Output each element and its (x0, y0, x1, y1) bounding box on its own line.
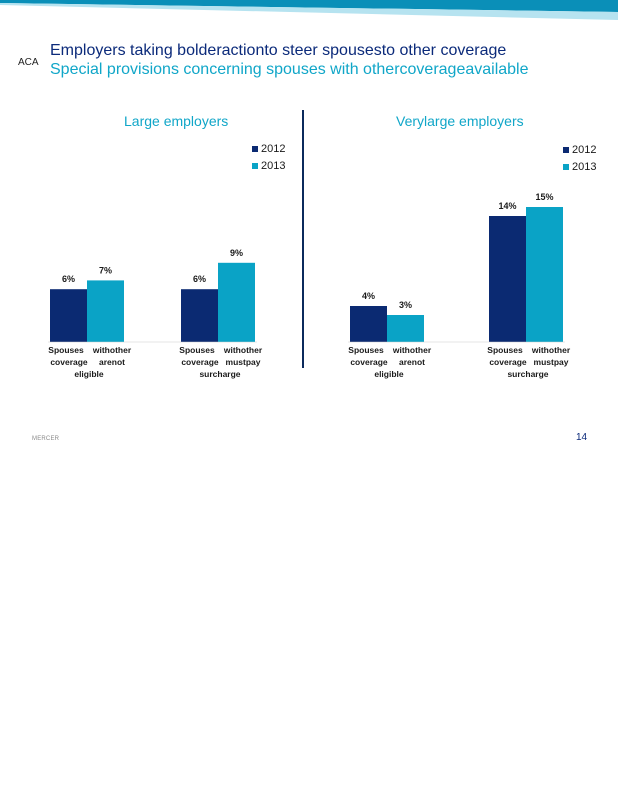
category-label-group-2-part-3: coverage (489, 357, 527, 367)
slide-subtitle: Special provisions concerning spouses wi… (50, 61, 529, 78)
data-label-2012-group-2: 14% (498, 201, 516, 211)
category-label-group-1-part-3: coverage (350, 357, 388, 367)
category-label-group-2-part-4: mustpay (534, 357, 569, 367)
data-label-2013-group-2: 9% (230, 248, 243, 258)
slide-title: Employers taking bolderactionto steer sp… (50, 42, 507, 59)
category-label-group-2-part-2: withother (531, 345, 571, 355)
slide-tag: ACA (18, 57, 39, 68)
legend-label-2012: 2012 (261, 142, 286, 155)
category-label-group-2-part-4: mustpay (226, 357, 261, 367)
charts-canvas: 6% 7% Spouses withother coverage arenot eligib… (48, 192, 571, 379)
category-label-group-2-part-2: withother (223, 345, 263, 355)
legend-label-2012: 2012 (572, 143, 597, 156)
data-label-2012-group-2: 6% (193, 274, 206, 284)
panel-divider (302, 110, 304, 368)
bar-2012-group-2 (181, 289, 218, 342)
legend-item-2012: 2012 (252, 140, 285, 157)
chart-title-very-large-employers: Verylarge employers (396, 113, 524, 129)
data-label-2013-group-1: 3% (399, 300, 412, 310)
category-label-group-1-part-2: withother (92, 345, 132, 355)
legend-large-employers: 2012 2013 (252, 140, 285, 174)
data-label-2012-group-1: 4% (362, 291, 375, 301)
header-banner (0, 0, 618, 20)
category-label-group-1-part-5: eligible (374, 369, 404, 379)
bar-2012-group-2 (489, 216, 526, 342)
category-label-group-1-part-4: arenot (399, 357, 425, 367)
bar-2013-group-1 (387, 315, 424, 342)
category-label-group-2-part-1: Spouses (179, 345, 215, 355)
category-label-group-2-part-3: coverage (181, 357, 219, 367)
legend-swatch-2013 (252, 162, 258, 169)
category-label-group-1-part-3: coverage (50, 357, 88, 367)
category-label-group-1-part-2: withother (392, 345, 432, 355)
category-label-group-2-part-1: Spouses (487, 345, 523, 355)
legend-item-2013: 2013 (563, 158, 596, 175)
legend-swatch-2013 (563, 163, 569, 170)
legend-label-2013: 2013 (261, 159, 286, 172)
legend-label-2013: 2013 (572, 160, 597, 173)
bar-2013-group-1 (87, 280, 124, 342)
category-label-group-1-part-1: Spouses (48, 345, 84, 355)
category-label-group-2-part-5: surcharge (199, 369, 240, 379)
chart-title-large-employers: Large employers (124, 113, 229, 129)
legend-item-2012: 2012 (563, 141, 596, 158)
legend-swatch-2012 (563, 146, 569, 153)
legend-swatch-2012 (252, 145, 258, 152)
category-label-group-1-part-5: eligible (74, 369, 104, 379)
category-label-group-1-part-4: arenot (99, 357, 125, 367)
category-label-group-2-part-5: surcharge (507, 369, 548, 379)
category-label-group-1-part-1: Spouses (348, 345, 384, 355)
bar-2013-group-2 (526, 207, 563, 342)
legend-very-large-employers: 2012 2013 (563, 141, 596, 175)
legend-item-2013: 2013 (252, 157, 285, 174)
bar-2012-group-1 (50, 289, 87, 342)
footer-brand: MERCER (32, 436, 60, 442)
data-label-2013-group-1: 7% (99, 265, 112, 275)
data-label-2012-group-1: 6% (62, 274, 75, 284)
bar-2013-group-2 (218, 262, 255, 342)
bar-2012-group-1 (350, 306, 387, 342)
page-number: 14 (576, 432, 588, 443)
data-label-2013-group-2: 15% (535, 192, 553, 202)
